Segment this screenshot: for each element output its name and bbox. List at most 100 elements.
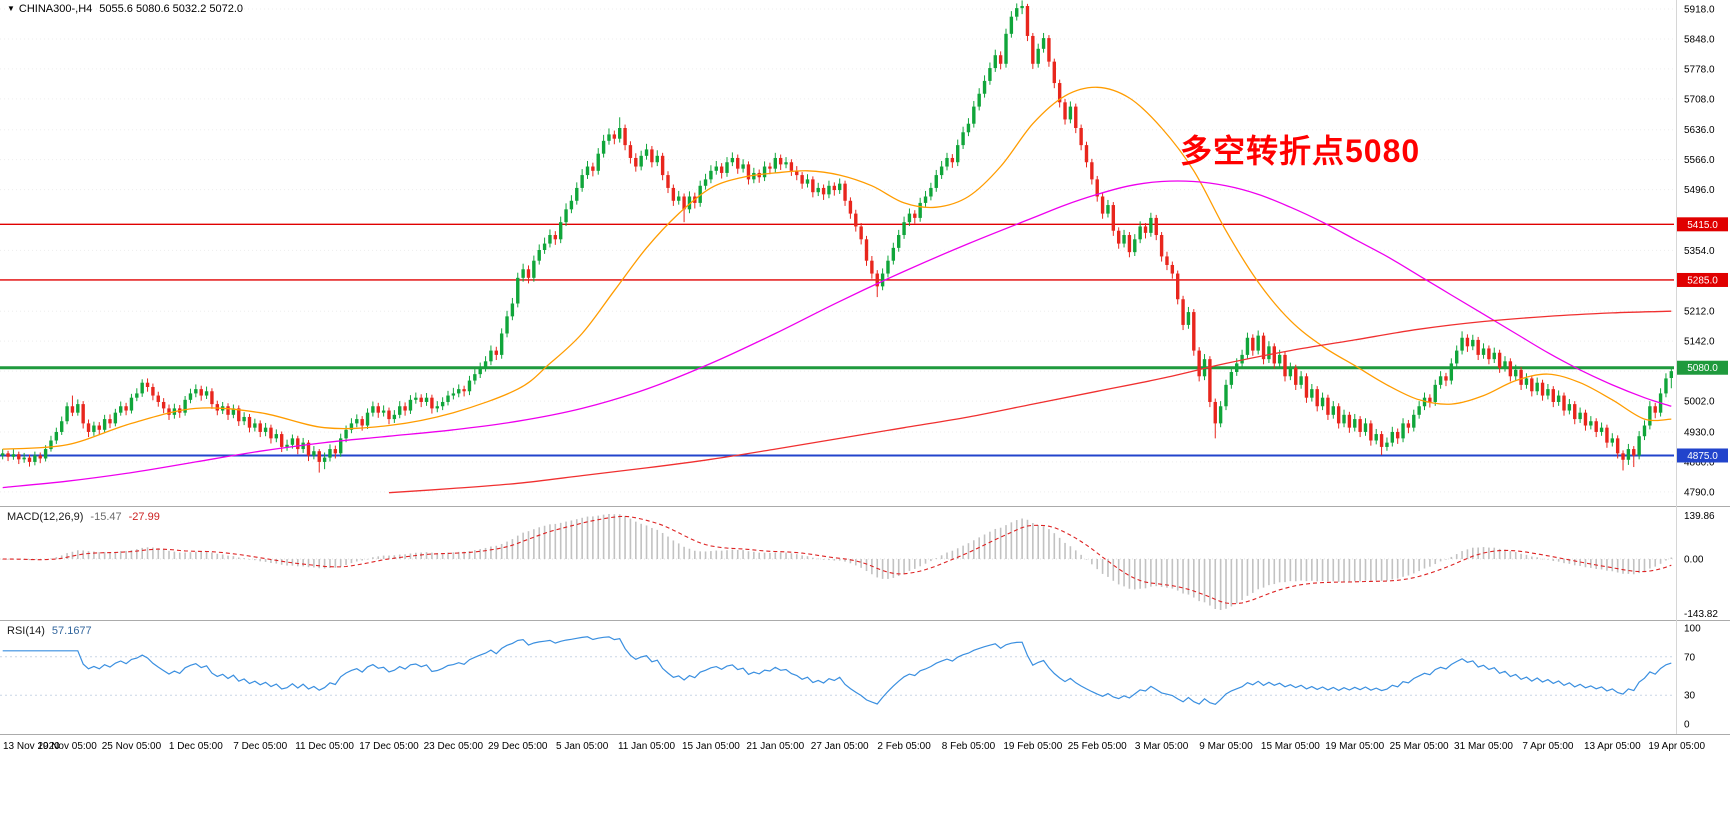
macd-bar <box>897 559 900 577</box>
ma-line-medium-magenta <box>2 180 1672 489</box>
candle-body <box>918 202 922 218</box>
candle-body <box>1025 5 1030 36</box>
macd-bar <box>1010 522 1013 560</box>
candle-body <box>306 442 311 456</box>
candle-body <box>451 393 456 396</box>
candle-body <box>875 273 879 287</box>
candle-body <box>719 166 724 173</box>
macd-bar <box>1085 559 1088 560</box>
macd-bar <box>1412 559 1415 574</box>
candle-body <box>972 106 976 124</box>
candle-body <box>913 213 917 218</box>
candle-body <box>687 196 692 210</box>
candle-body <box>1524 378 1529 385</box>
candle-body <box>279 434 284 447</box>
macd-bar <box>903 559 905 574</box>
macd-bar <box>1128 559 1131 589</box>
macd-panel[interactable]: 139.86 0.00 -143.82 <box>0 506 1730 620</box>
candle-body <box>274 434 279 439</box>
macd-bar <box>779 552 782 560</box>
macd-bar <box>506 541 508 560</box>
macd-bar <box>425 552 428 560</box>
candle-body <box>328 449 332 458</box>
macd-bar <box>291 559 294 566</box>
candle-body <box>392 414 397 420</box>
candle-body <box>993 55 997 69</box>
macd-bar <box>1649 559 1651 569</box>
macd-bar <box>613 514 616 560</box>
macd-bar <box>109 552 111 560</box>
macd-bar <box>1327 559 1329 582</box>
macd-bar <box>409 553 412 560</box>
macd-bar <box>1150 559 1152 587</box>
macd-bar <box>731 549 734 560</box>
candle-body <box>483 361 488 368</box>
candle-body <box>1412 414 1416 428</box>
candle-body <box>462 389 466 392</box>
macd-histogram <box>1 514 1673 610</box>
candle-body <box>1433 384 1437 402</box>
macd-bar <box>1198 559 1200 602</box>
candle-body <box>1116 230 1121 244</box>
macd-bar <box>157 548 160 560</box>
rsi-panel[interactable]: 100 70 30 0 <box>0 620 1730 734</box>
macd-bar <box>1380 559 1383 581</box>
candle-body <box>725 162 729 173</box>
macd-bar <box>1359 559 1361 582</box>
candle-body <box>1481 348 1486 355</box>
macd-bar <box>726 550 728 560</box>
candle-body <box>1583 412 1588 426</box>
macd-bar <box>1563 559 1565 564</box>
macd-bar <box>1074 550 1077 560</box>
candle-body <box>966 123 971 133</box>
macd-bar <box>1536 557 1538 560</box>
macd-bar <box>1504 549 1506 560</box>
macd-bar <box>1632 559 1635 575</box>
candle-body <box>290 438 295 445</box>
macd-bar <box>404 554 406 560</box>
date-axis-label: 7 Dec 05:00 <box>233 741 287 752</box>
candle-body <box>585 166 590 176</box>
macd-bar <box>1337 559 1340 582</box>
candle-body <box>998 55 1003 64</box>
macd-bar <box>1573 559 1576 566</box>
main-chart[interactable]: 5918.0 5848.0 5778.0 5708.0 5636.0 5566.0 5496… <box>0 0 1730 506</box>
candle-body <box>623 127 627 146</box>
macd-bar <box>710 551 712 560</box>
macd-bar <box>119 551 122 560</box>
macd-bar <box>956 548 959 560</box>
candle-body <box>1229 372 1234 385</box>
macd-bar <box>1445 559 1447 560</box>
price-axis-label: 5496.0 <box>1684 185 1715 196</box>
candle-body <box>81 404 85 424</box>
macd-bar <box>1058 537 1061 560</box>
macd-bar <box>34 559 36 560</box>
date-axis-label: 9 Mar 05:00 <box>1199 741 1253 752</box>
macd-bar <box>935 558 938 560</box>
candle-body <box>1041 38 1046 49</box>
collapse-triangle-icon[interactable]: ▼ <box>7 4 15 13</box>
macd-bar <box>1659 559 1662 564</box>
ma-line-slow-red <box>388 310 1672 494</box>
macd-bar <box>1112 559 1115 581</box>
date-axis-label: 7 Apr 05:00 <box>1522 741 1574 752</box>
candle-body <box>339 438 343 454</box>
macd-bar <box>838 559 841 561</box>
candle-body <box>660 155 665 176</box>
price-axis-label: 5848.0 <box>1684 34 1715 45</box>
candle-body <box>1090 162 1094 180</box>
candle-body <box>129 397 134 411</box>
date-axis-label: 29 Dec 05:00 <box>488 741 548 752</box>
macd-bar <box>913 559 916 569</box>
macd-bar <box>683 546 685 560</box>
candle-body <box>1106 205 1110 214</box>
macd-bar <box>162 549 165 560</box>
symbol-name: CHINA300-,H4 <box>18 3 93 15</box>
macd-bar <box>189 552 192 560</box>
candle-body <box>1310 389 1314 398</box>
candle-body <box>414 397 418 400</box>
candle-body <box>1031 35 1035 64</box>
candle-body <box>1449 363 1454 381</box>
candle-body <box>1594 421 1598 432</box>
